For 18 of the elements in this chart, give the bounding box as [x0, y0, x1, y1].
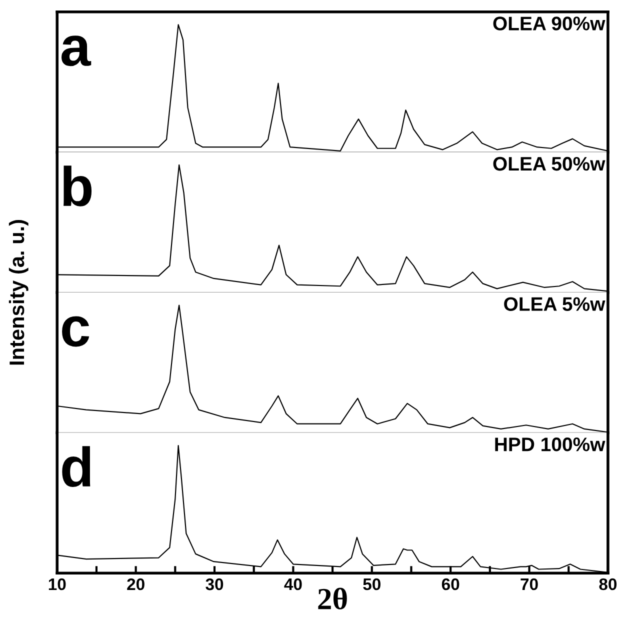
x-tick-label: 80: [599, 578, 617, 590]
annotation: OLEA 50%w: [493, 156, 606, 171]
y-axis-title: Intensity (a. u.): [8, 220, 28, 365]
annotation: a: [62, 36, 92, 66]
x-tick-label: 10: [48, 578, 66, 590]
x-tick-label: 30: [206, 578, 224, 590]
x-tick-label: 70: [520, 578, 538, 590]
x-tick-label: 20: [127, 578, 144, 590]
annotation: d: [62, 446, 90, 487]
annotation: HPD 100%w: [495, 438, 606, 452]
x-axis-title: 2θ: [318, 588, 347, 610]
annotation: OLEA 5%w: [504, 297, 606, 311]
annotation: OLEA 90%w: [493, 16, 606, 30]
annotation: c: [62, 316, 90, 347]
x-tick-label: 50: [363, 578, 380, 590]
x-tick-label: 60: [442, 578, 460, 590]
x-tick-label: 40: [284, 578, 302, 590]
annotation: b: [64, 166, 92, 206]
